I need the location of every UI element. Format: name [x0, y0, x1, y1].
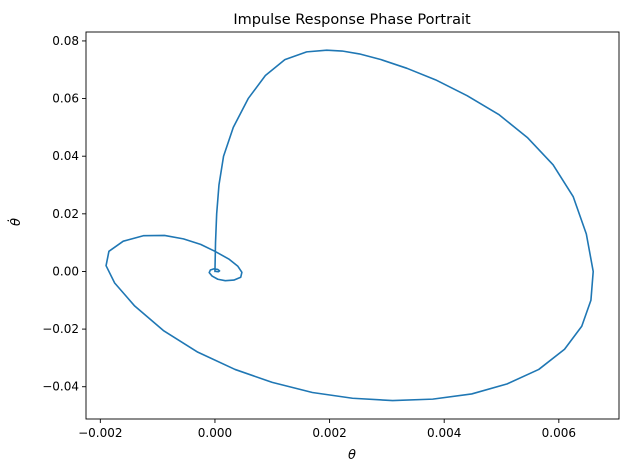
series-line-trajectory: [105, 49, 595, 402]
plot-frame: [85, 31, 620, 420]
x-tick-label: 0.006: [542, 426, 576, 440]
x-tick-label: 0.004: [427, 426, 461, 440]
plot-layer: [105, 49, 595, 402]
x-axis-label: θ: [348, 448, 356, 463]
x-tick-label: 0.002: [312, 426, 346, 440]
y-tick-label: 0.02: [52, 207, 79, 221]
y-axis-label: θ̇: [8, 218, 24, 226]
y-tick-label: 0.06: [52, 92, 79, 106]
y-tick-label: 0.00: [52, 264, 79, 278]
chart-title: Impulse Response Phase Portrait: [233, 12, 471, 28]
x-tick-label: −0.002: [78, 426, 122, 440]
y-tick-label: −0.02: [42, 322, 79, 336]
y-tick-label: 0.04: [52, 149, 79, 163]
axes-layer: −0.002 0.000 0.002 0.004 0.006 −0.04 −0.02 0.00…: [42, 31, 620, 440]
x-tick-label: 0.000: [198, 426, 232, 440]
y-tick-label: 0.08: [52, 34, 79, 48]
y-tick-label: −0.04: [42, 380, 79, 394]
